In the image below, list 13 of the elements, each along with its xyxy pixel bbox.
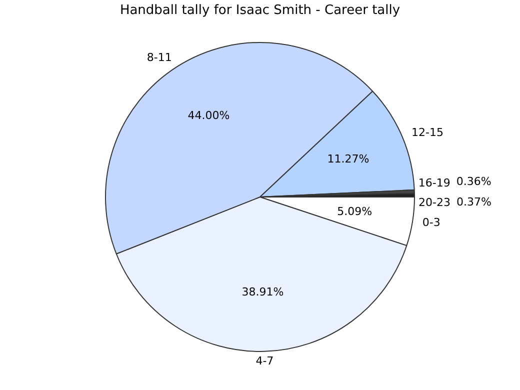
chart-title: Handball tally for Isaac Smith - Career tally xyxy=(118,3,402,18)
data-label: 44.00% xyxy=(188,108,230,122)
slice-label: 16-19 xyxy=(418,176,450,190)
slice-label: 4-7 xyxy=(256,354,274,368)
data-label: 5.09% xyxy=(337,205,372,218)
slice-label: 0-3 xyxy=(422,216,440,230)
slice-label: 8-11 xyxy=(146,50,172,64)
slice-label: 12-15 xyxy=(412,126,444,139)
data-label: 0.36% xyxy=(456,175,492,188)
data-label: 0.37% xyxy=(456,196,492,209)
data-label: 11.27% xyxy=(327,152,370,166)
slice-label: 20-23 xyxy=(418,196,450,210)
data-label: 38.91% xyxy=(242,286,284,299)
